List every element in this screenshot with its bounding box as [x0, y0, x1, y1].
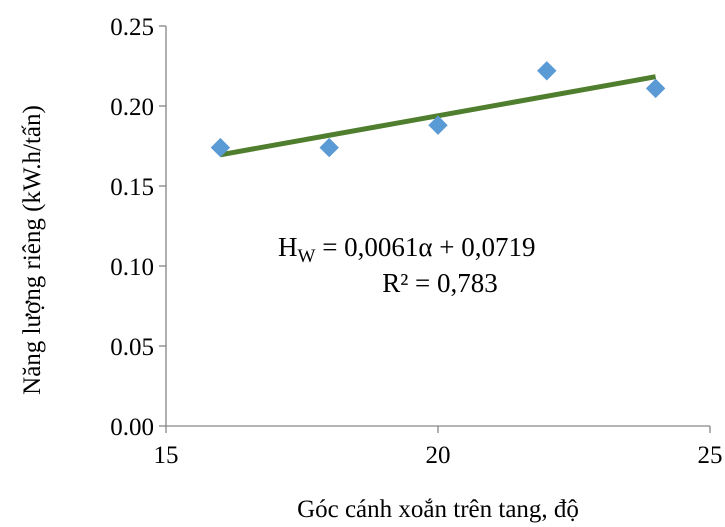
- y-tick-label: 0.00: [110, 414, 154, 441]
- data-points: [210, 61, 666, 158]
- y-axis-title: Năng lượng riêng (kW.h/tấn): [19, 105, 46, 395]
- data-point: [210, 137, 231, 158]
- y-tick-label: 0.15: [110, 174, 154, 201]
- y-tick-label: 0.20: [110, 94, 154, 121]
- data-point: [537, 61, 557, 81]
- x-tick-label: 15: [154, 442, 179, 469]
- x-tick-label: 20: [426, 442, 451, 469]
- trendline-equation: HW = 0,0061α + 0,0719: [278, 232, 536, 267]
- data-point: [319, 137, 339, 158]
- data-point: [428, 115, 448, 135]
- y-tick-label: 0.25: [110, 14, 154, 41]
- x-tick-label: 25: [698, 442, 723, 469]
- equation-subscript: W: [298, 246, 316, 267]
- x-axis-title: Góc cánh xoắn trên tang, độ: [297, 496, 579, 523]
- y-axis-ticks: 0.00 0.05 0.10 0.15 0.20 0.25: [110, 14, 166, 441]
- y-tick-label: 0.05: [110, 334, 154, 361]
- y-tick-label: 0.10: [110, 254, 154, 281]
- equation-lhs: H: [278, 232, 298, 262]
- r-squared-label: R² = 0,783: [382, 268, 498, 298]
- equation-rhs: = 0,0061α + 0,0719: [315, 232, 535, 262]
- x-axis-ticks: 15 20 25: [154, 426, 723, 469]
- data-point: [645, 78, 666, 99]
